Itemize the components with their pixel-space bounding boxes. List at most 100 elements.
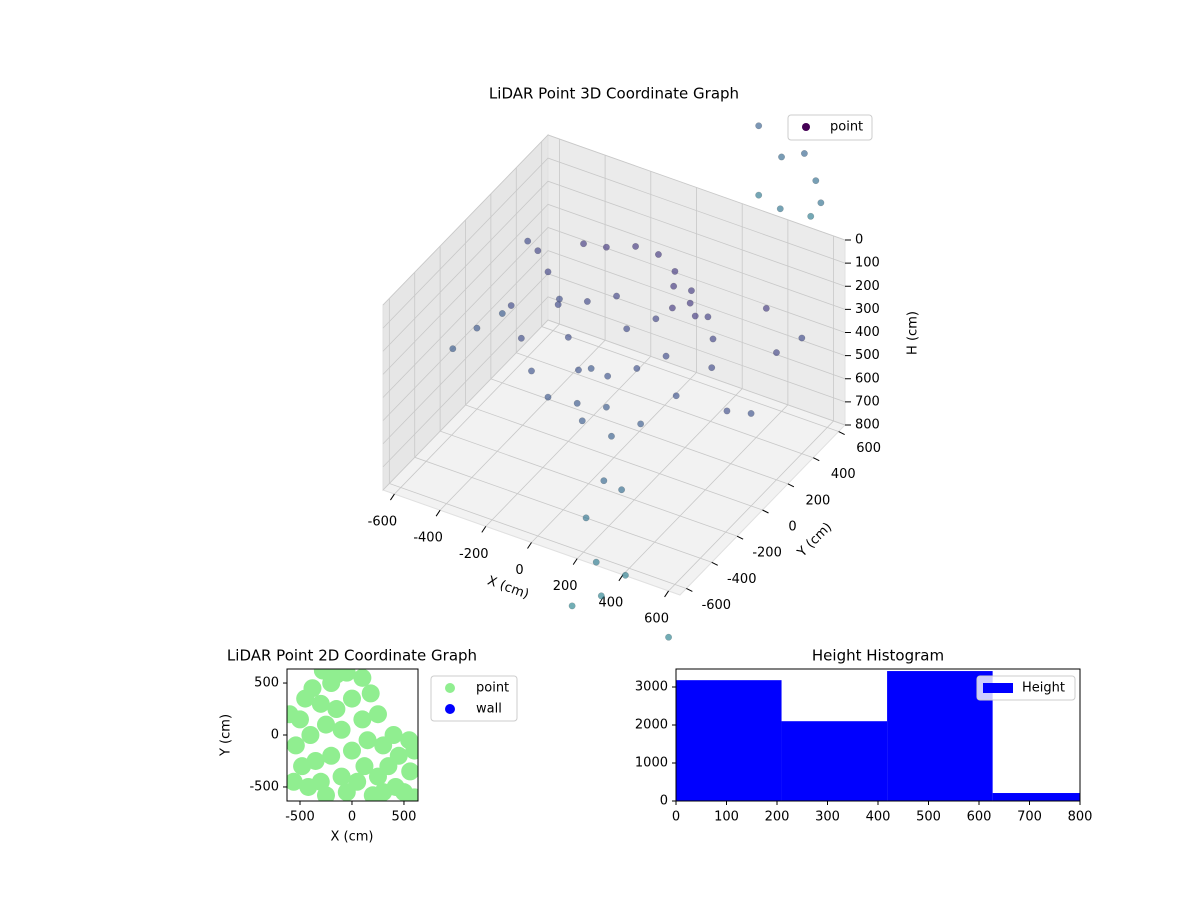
- point: [686, 299, 694, 307]
- x-tick-label: 600: [967, 810, 992, 825]
- bar: [887, 671, 993, 801]
- legend-label: Height: [1022, 681, 1065, 696]
- point: [817, 199, 825, 207]
- tick-mark: [572, 558, 578, 565]
- point: [778, 153, 785, 161]
- point: [311, 694, 330, 713]
- point: [621, 571, 629, 579]
- point: [290, 710, 309, 729]
- legend-label: point: [476, 681, 509, 696]
- point: [709, 335, 717, 343]
- point: [361, 684, 380, 703]
- y-tick-label: 500: [254, 676, 279, 691]
- y-axis-label: Y (cm): [219, 714, 234, 757]
- point: [755, 122, 763, 130]
- point: [672, 392, 680, 400]
- point: [704, 313, 712, 321]
- point: [580, 240, 587, 248]
- point: [773, 349, 780, 357]
- point: [613, 292, 620, 300]
- x-tick-label: 0: [348, 810, 356, 825]
- point: [800, 150, 808, 157]
- point: [498, 310, 506, 317]
- point: [544, 393, 552, 401]
- point: [327, 700, 346, 719]
- x-tick-label: 200: [553, 579, 578, 594]
- z-tick-label: 200: [855, 279, 880, 294]
- point: [575, 366, 582, 374]
- x-tick-label: 200: [765, 810, 790, 825]
- x-tick-label: -200: [459, 547, 489, 562]
- point: [473, 324, 481, 332]
- tick-mark: [762, 509, 769, 514]
- z-tick-label: 400: [855, 325, 880, 340]
- legend-box: [430, 675, 518, 722]
- y-tick-label: 0: [271, 728, 279, 743]
- grid-line: [382, 180, 846, 352]
- point: [306, 751, 325, 770]
- point: [534, 247, 542, 255]
- y-tick-label: 3000: [635, 680, 668, 695]
- x-tick-label: 500: [916, 810, 941, 825]
- z-tick-label: 700: [855, 394, 880, 409]
- grid-line: [382, 296, 846, 468]
- y-tick-label: 2000: [635, 718, 668, 733]
- point: [723, 407, 731, 415]
- x-tick-label: 400: [866, 810, 891, 825]
- point: [812, 177, 820, 185]
- z-tick-label: 100: [855, 256, 880, 271]
- x-tick-label: -400: [413, 531, 443, 546]
- tick-mark: [390, 493, 395, 501]
- point: [602, 403, 610, 411]
- x-tick-label: 700: [1017, 810, 1042, 825]
- point: [449, 345, 457, 353]
- x-axis-label: X (cm): [331, 830, 374, 845]
- y-tick-label: 0: [660, 794, 668, 809]
- point: [652, 315, 660, 323]
- point: [355, 757, 374, 776]
- grid-line: [382, 134, 846, 306]
- grid-line: [382, 157, 846, 329]
- point: [337, 783, 356, 801]
- point: [353, 669, 372, 687]
- point: [708, 364, 716, 372]
- bar: [992, 793, 1080, 801]
- point: [287, 736, 305, 755]
- point: [517, 334, 525, 342]
- y-tick-label: -600: [702, 598, 732, 613]
- plot-2d: point wall -500 0 500 -500 0 500 LiDAR Point 2D …: [219, 647, 518, 845]
- z-tick-label: 300: [855, 302, 880, 317]
- point: [374, 783, 393, 801]
- point: [671, 267, 679, 275]
- point: [604, 372, 612, 380]
- point: [507, 302, 515, 309]
- point: [342, 741, 361, 760]
- tick-mark: [618, 574, 624, 582]
- legend-marker: [802, 123, 810, 131]
- point: [578, 417, 586, 425]
- z-tick-label: 600: [855, 371, 880, 386]
- point: [554, 301, 562, 309]
- legend-label: wall: [476, 702, 502, 717]
- tick-mark: [736, 535, 744, 540]
- z-tick-label: 0: [855, 233, 863, 248]
- points: [287, 669, 418, 801]
- point: [524, 237, 532, 245]
- tick-mark: [527, 542, 532, 549]
- point: [337, 669, 356, 682]
- legend-box: [976, 675, 1076, 701]
- x-tick-label: 0: [672, 810, 680, 825]
- point: [668, 304, 676, 312]
- point: [762, 304, 770, 312]
- z-tick-label: 500: [855, 348, 880, 363]
- point: [405, 788, 418, 801]
- x-tick-label: -600: [368, 515, 398, 530]
- point: [662, 352, 670, 360]
- point: [301, 726, 320, 744]
- tick-mark: [813, 457, 820, 462]
- x-tick-label: 500: [392, 810, 417, 825]
- point: [654, 251, 662, 258]
- x-tick-label: 0: [515, 563, 523, 578]
- point: [342, 689, 361, 708]
- legend-marker: [445, 704, 455, 714]
